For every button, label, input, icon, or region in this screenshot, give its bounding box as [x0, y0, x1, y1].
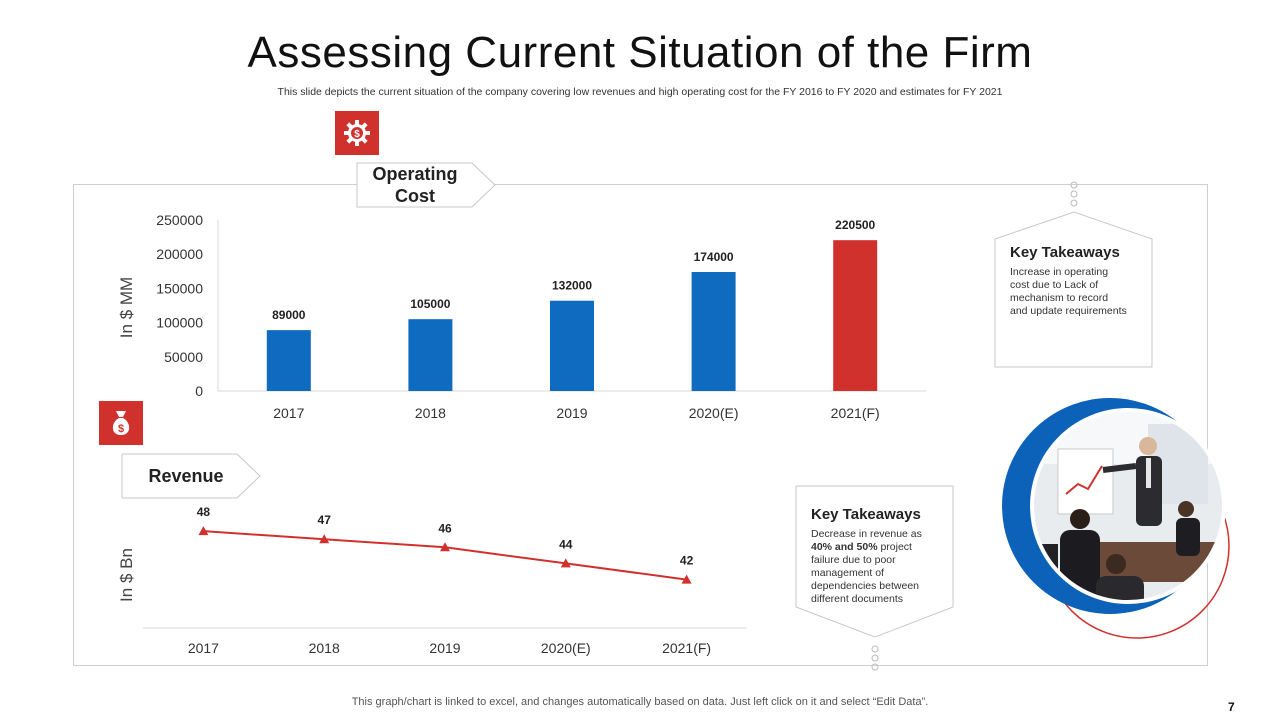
y-tick-label: 100000 — [156, 315, 203, 331]
y-tick-label: 150000 — [156, 280, 203, 296]
series-line — [203, 530, 687, 581]
data-point — [560, 558, 571, 568]
footer-note: This graph/chart is linked to excel, and… — [351, 696, 929, 708]
x-tick-label: 2019 — [556, 405, 587, 421]
takeaway-2-title: Key Takeaways — [811, 506, 921, 523]
bar — [408, 319, 453, 391]
y-axis-title: In $ Bn — [117, 548, 136, 602]
y-tick-label: 200000 — [156, 246, 203, 262]
takeaway-1-title: Key Takeaways — [1010, 244, 1120, 261]
bar — [691, 271, 736, 391]
revenue-line-chart: In $ Bn 48 2017 47 2018 46 2019 44 2020(E) 42 2021… — [117, 505, 747, 656]
data-label: 48 — [197, 505, 211, 519]
takeaway-1-text: Increase in operating cost due to Lack o… — [1010, 266, 1127, 317]
bar — [266, 330, 311, 391]
gear-dollar-icon: $ — [335, 111, 379, 155]
y-axis-title: In $ MM — [117, 277, 136, 338]
data-label: 220500 — [835, 218, 875, 232]
data-point — [198, 526, 209, 536]
data-label: 46 — [438, 521, 452, 535]
operating-cost-label: Operating Cost — [372, 164, 458, 206]
data-point — [319, 534, 330, 544]
x-tick-label: 2018 — [309, 640, 340, 656]
takeaway-card-2 — [795, 485, 954, 671]
x-tick-label: 2020(E) — [689, 405, 739, 421]
data-label: 89000 — [272, 308, 306, 322]
money-bag-icon: $ — [99, 401, 143, 445]
y-tick-label: 0 — [195, 383, 203, 399]
content-frame — [73, 184, 1208, 666]
page-title: Assessing Current Situation of the Firm — [247, 28, 1033, 77]
x-tick-label: 2021(F) — [831, 405, 880, 421]
operating-cost-bar-chart: 0 50000 100000 150000 200000 250000 In $ MM 890… — [117, 212, 926, 421]
bar — [550, 300, 594, 391]
y-tick-label: 250000 — [156, 212, 203, 228]
svg-text:$: $ — [354, 129, 360, 140]
data-label: 42 — [680, 554, 694, 568]
x-tick-label: 2019 — [429, 640, 460, 656]
operating-cost-tag — [356, 162, 496, 208]
x-tick-label: 2020(E) — [541, 640, 591, 656]
x-tick-label: 2017 — [188, 640, 219, 656]
x-tick-label: 2021(F) — [662, 640, 711, 656]
revenue-label: Revenue — [148, 466, 224, 486]
data-point — [440, 542, 450, 552]
takeaway-card-1 — [994, 181, 1153, 368]
data-label: 132000 — [552, 279, 592, 293]
revenue-tag — [121, 453, 261, 499]
page-subtitle: This slide depicts the current situation… — [277, 86, 1003, 98]
takeaway-2-text: Decrease in revenue as 40% and 50% proje… — [811, 528, 922, 605]
svg-text:$: $ — [118, 423, 124, 435]
x-tick-label: 2018 — [415, 405, 446, 421]
data-label: 105000 — [410, 297, 450, 311]
data-label: 174000 — [694, 250, 734, 264]
data-label: 44 — [559, 537, 573, 551]
x-tick-label: 2017 — [273, 405, 304, 421]
data-point — [681, 574, 692, 584]
business-meeting-photo — [1002, 398, 1230, 639]
bar — [833, 240, 878, 391]
data-label: 47 — [318, 513, 332, 527]
page-number: 7 — [1228, 700, 1235, 714]
y-tick-label: 50000 — [164, 349, 203, 365]
